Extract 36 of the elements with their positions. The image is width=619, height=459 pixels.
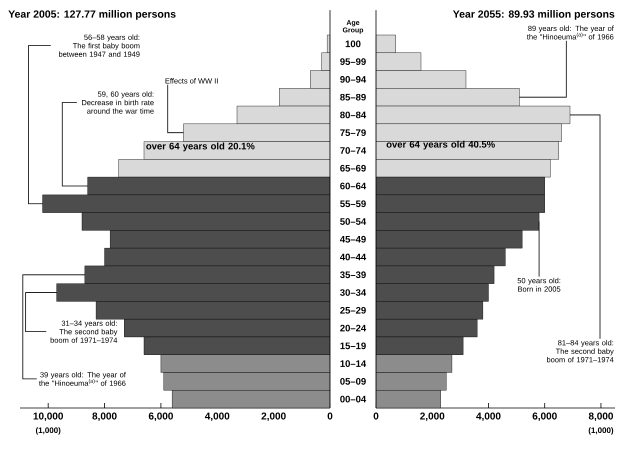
annotation: over 64 years old 20.1% xyxy=(146,142,255,152)
x-tick-label: 2,000 xyxy=(420,412,444,422)
x-tick-label: 10,000 xyxy=(34,412,64,422)
y-tick-label: 10–14 xyxy=(340,360,366,367)
y-tick-label: 85–89 xyxy=(340,94,366,101)
y-tick-label: 100 xyxy=(346,40,361,48)
y-tick-label: 80–84 xyxy=(340,112,366,118)
annotation: over 64 years old 40.5% xyxy=(386,140,495,150)
y-tick-label: 40–44 xyxy=(340,254,366,260)
y-tick-label: 20–24 xyxy=(340,324,366,332)
x-tick-label: 4,000 xyxy=(476,412,501,422)
y-tick-label: 60–64 xyxy=(340,182,366,190)
x-tick-label: 0 xyxy=(374,412,378,420)
x-tick-label: 8,000 xyxy=(588,412,614,422)
x-tick-label: 6,000 xyxy=(148,412,173,422)
chart-title: Year 2055: 89.93 million persons xyxy=(452,10,614,20)
x-tick-label: 0 xyxy=(328,412,332,420)
y-tick-label: 65–69 xyxy=(340,164,366,172)
y-tick-label: 30–34 xyxy=(340,289,366,296)
x-tick-label: 2,000 xyxy=(262,412,286,422)
y-tick-label: 25–29 xyxy=(340,306,366,314)
chart-title: Year 2005: 127.77 million persons xyxy=(8,10,176,20)
y-tick-label: 90–94 xyxy=(340,76,366,83)
y-tick-label: 15–19 xyxy=(340,342,366,350)
y-tick-label: 75–79 xyxy=(340,129,366,136)
y-tick-label: 70–74 xyxy=(340,147,366,154)
y-tick-label: 05–09 xyxy=(340,378,366,385)
y-tick-label: 45–49 xyxy=(340,236,366,243)
y-tick-label: 00–04 xyxy=(340,396,366,402)
x-tick-label: 6,000 xyxy=(532,412,557,422)
y-tick-label: 55–59 xyxy=(340,200,366,208)
y-tick-label: 95–99 xyxy=(340,58,366,65)
x-tick-label: 4,000 xyxy=(204,412,230,422)
x-tick-label: 8,000 xyxy=(92,412,117,422)
y-tick-label: 50–54 xyxy=(340,218,366,225)
y-tick-label: 35–39 xyxy=(340,271,366,278)
